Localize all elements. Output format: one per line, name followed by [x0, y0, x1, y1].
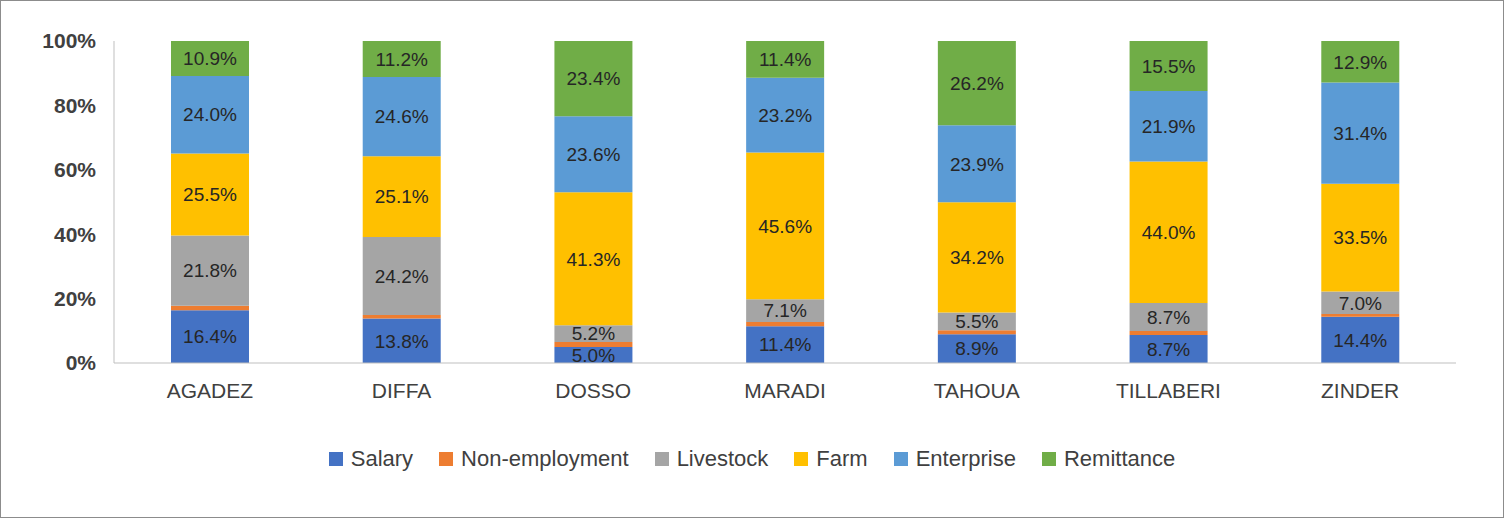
- svg-text:21.8%: 21.8%: [183, 260, 237, 281]
- svg-text:11.4%: 11.4%: [759, 334, 812, 355]
- svg-text:TILLABERI: TILLABERI: [1116, 379, 1221, 402]
- svg-text:MARADI: MARADI: [744, 379, 826, 402]
- svg-text:8.7%: 8.7%: [1147, 307, 1190, 328]
- svg-text:60%: 60%: [54, 158, 96, 181]
- svg-text:DIFFA: DIFFA: [372, 379, 432, 402]
- html-text:Farm: Farm: [816, 446, 868, 471]
- svg-text:40%: 40%: [54, 223, 96, 246]
- svg-text:7.0%: 7.0%: [1339, 293, 1382, 314]
- svg-text:5.0%: 5.0%: [572, 345, 615, 366]
- svg-text:100%: 100%: [42, 29, 96, 52]
- svg-text:ZINDER: ZINDER: [1321, 379, 1399, 402]
- html-text:Salary: Salary: [350, 446, 414, 471]
- svg-text:80%: 80%: [54, 94, 96, 117]
- html-text:Enterprise: Enterprise: [915, 446, 1016, 471]
- svg-text:45.6%: 45.6%: [758, 216, 812, 237]
- svg-text:12.9%: 12.9%: [1333, 52, 1387, 73]
- svg-text:25.1%: 25.1%: [375, 186, 429, 207]
- svg-text:33.5%: 33.5%: [1333, 227, 1387, 248]
- svg-text:23.2%: 23.2%: [758, 105, 812, 126]
- svg-text:14.4%: 14.4%: [1333, 330, 1387, 351]
- svg-text:13.8%: 13.8%: [375, 331, 429, 352]
- svg-text:5.2%: 5.2%: [572, 323, 615, 344]
- svg-text:15.5%: 15.5%: [1142, 56, 1196, 77]
- svg-text:31.4%: 31.4%: [1333, 123, 1387, 144]
- svg-text:7.1%: 7.1%: [763, 300, 806, 321]
- svg-text:DOSSO: DOSSO: [555, 379, 631, 402]
- svg-text:AGADEZ: AGADEZ: [167, 379, 254, 402]
- svg-text:21.9%: 21.9%: [1142, 116, 1196, 137]
- svg-text:24.2%: 24.2%: [375, 266, 429, 287]
- svg-text:8.9%: 8.9%: [955, 338, 998, 359]
- svg-text:23.4%: 23.4%: [566, 68, 620, 89]
- svg-text:8.7%: 8.7%: [1147, 339, 1190, 360]
- svg-text:20%: 20%: [54, 287, 96, 310]
- html-text:Non-employment: Non-employment: [461, 446, 629, 471]
- svg-text:23.6%: 23.6%: [566, 144, 620, 165]
- svg-text:26.2%: 26.2%: [950, 73, 1004, 94]
- svg-text:0%: 0%: [66, 351, 97, 374]
- svg-text:11.2%: 11.2%: [375, 49, 428, 70]
- html-text:Remittance: Remittance: [1064, 446, 1176, 471]
- svg-text:24.6%: 24.6%: [375, 106, 429, 127]
- svg-text:16.4%: 16.4%: [183, 326, 237, 347]
- svg-text:41.3%: 41.3%: [566, 249, 620, 270]
- svg-text:5.5%: 5.5%: [955, 311, 998, 332]
- svg-text:24.0%: 24.0%: [183, 104, 237, 125]
- svg-text:25.5%: 25.5%: [183, 184, 237, 205]
- svg-text:34.2%: 34.2%: [950, 247, 1004, 268]
- svg-text:10.9%: 10.9%: [183, 48, 237, 69]
- svg-text:44.0%: 44.0%: [1142, 222, 1196, 243]
- svg-text:11.4%: 11.4%: [759, 49, 812, 70]
- html-text:Livestock: Livestock: [676, 446, 769, 471]
- svg-text:TAHOUA: TAHOUA: [934, 379, 1020, 402]
- svg-text:23.9%: 23.9%: [950, 154, 1004, 175]
